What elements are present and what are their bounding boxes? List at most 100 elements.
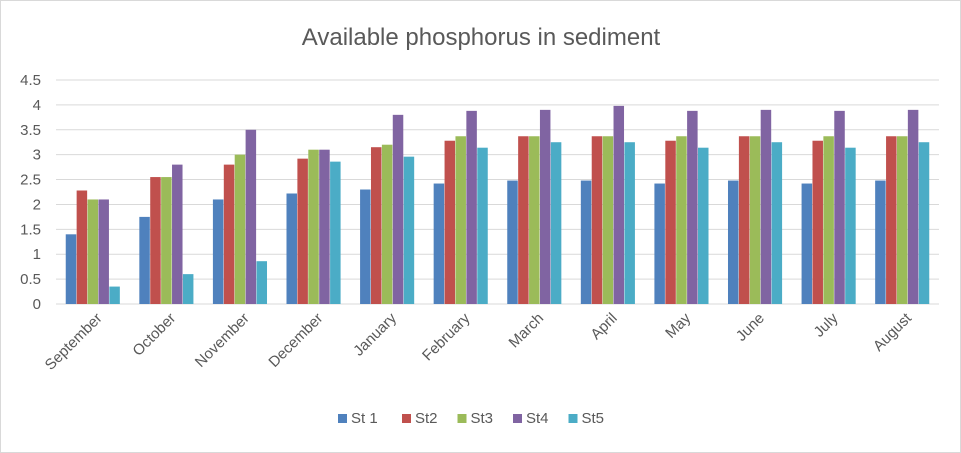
legend-swatch — [568, 414, 578, 423]
y-tick-label: 4 — [33, 97, 41, 114]
bar — [749, 136, 761, 304]
x-tick-label: January — [350, 309, 400, 359]
x-tick-label: December — [265, 310, 326, 371]
bar — [698, 147, 709, 304]
bar — [676, 136, 687, 304]
bar — [182, 274, 194, 304]
bar — [360, 189, 371, 304]
x-tick-label: May — [662, 309, 694, 341]
legend-label: St5 — [582, 410, 605, 427]
bar — [256, 261, 268, 304]
bar — [172, 164, 183, 304]
legend-label: St2 — [415, 410, 438, 427]
bar — [518, 136, 529, 304]
bars — [65, 105, 930, 305]
bar — [550, 142, 562, 304]
bar — [319, 149, 330, 304]
bar — [771, 142, 783, 304]
x-tick-label: October — [129, 310, 179, 360]
bar — [212, 199, 224, 304]
bar — [738, 136, 750, 304]
x-tick-label: June — [733, 310, 768, 345]
bar — [139, 216, 150, 304]
bar — [433, 183, 445, 304]
x-tick-label: September — [42, 310, 106, 374]
x-tick-label: February — [419, 309, 474, 364]
bar — [580, 180, 592, 304]
legend-label: St4 — [526, 410, 549, 427]
bar — [896, 136, 908, 304]
bar — [875, 180, 886, 304]
bar — [687, 110, 698, 305]
bar — [223, 164, 235, 304]
bar — [286, 193, 297, 304]
bar — [665, 140, 676, 304]
bar — [834, 110, 845, 305]
chart-title: Available phosphorus in sediment — [302, 24, 661, 51]
y-tick-label: 2.5 — [20, 172, 41, 189]
bar — [297, 158, 308, 304]
bar — [65, 234, 77, 304]
bar — [444, 140, 456, 304]
legend-swatch — [338, 414, 347, 423]
bar — [845, 147, 856, 304]
legend: St 1 St2 St3 St4 St5 — [338, 410, 604, 427]
x-tick-label: March — [506, 310, 547, 351]
bar — [234, 154, 246, 304]
bar — [602, 136, 614, 304]
bar — [613, 105, 625, 304]
y-tick-label: 1 — [33, 246, 41, 263]
bar — [381, 144, 393, 304]
bar — [87, 199, 99, 304]
bar — [370, 147, 382, 304]
bar — [812, 140, 823, 304]
bar — [801, 183, 813, 304]
legend-label: St 1 — [351, 410, 378, 427]
bar — [330, 161, 341, 304]
bar — [308, 149, 319, 304]
bar — [455, 136, 466, 304]
bar — [539, 109, 551, 304]
bar — [109, 286, 120, 304]
bar — [727, 180, 739, 304]
bar — [477, 147, 488, 304]
bar — [150, 177, 161, 304]
bar — [507, 180, 518, 304]
bar — [76, 190, 88, 304]
y-tick-label: 0 — [33, 296, 41, 313]
y-tick-label: 2 — [33, 196, 41, 213]
legend-swatch — [513, 414, 522, 423]
bar — [466, 110, 477, 305]
bar — [654, 183, 665, 304]
x-axis-ticks: September October November December January F… — [42, 309, 916, 373]
bar — [245, 129, 257, 304]
y-tick-label: 4.5 — [20, 72, 41, 89]
bar — [886, 136, 897, 304]
y-tick-label: 3.5 — [20, 122, 41, 139]
bar — [760, 109, 772, 304]
bar — [403, 156, 415, 304]
y-tick-label: 0.5 — [20, 271, 41, 288]
x-tick-label: July — [811, 309, 842, 340]
bar — [918, 142, 930, 304]
gridlines — [56, 79, 939, 305]
x-tick-label: August — [870, 309, 916, 355]
bar — [98, 199, 109, 304]
x-tick-label: November — [192, 310, 253, 371]
bar — [624, 142, 635, 304]
legend-swatch — [402, 414, 411, 423]
bar — [907, 109, 919, 304]
legend-label: St3 — [471, 410, 494, 427]
x-tick-label: April — [587, 310, 620, 343]
bar — [591, 136, 603, 304]
y-axis-ticks: 0 0.5 1 1.5 2 2.5 3 3.5 4 4.5 — [20, 72, 41, 313]
bar — [823, 136, 834, 304]
y-tick-label: 1.5 — [20, 221, 41, 238]
bar — [161, 177, 172, 304]
legend-swatch — [457, 414, 467, 423]
bar — [529, 136, 540, 304]
bar — [392, 114, 404, 304]
y-tick-label: 3 — [33, 147, 41, 164]
